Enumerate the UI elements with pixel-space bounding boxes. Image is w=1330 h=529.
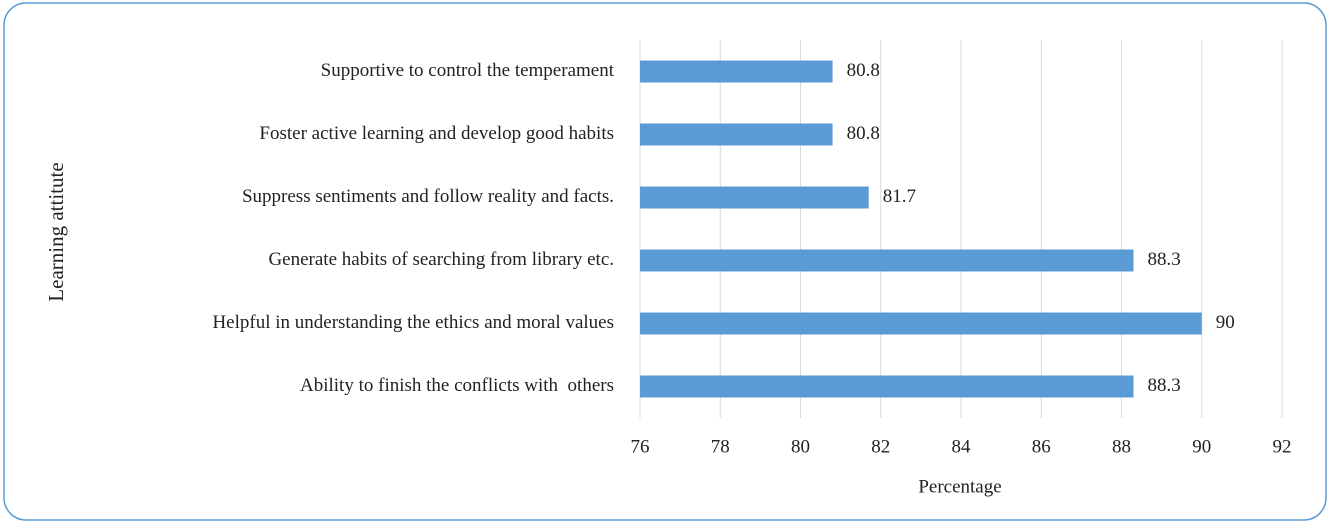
- bar: [640, 375, 1134, 398]
- bar: [640, 312, 1202, 335]
- x-axis-label: Percentage: [918, 476, 1001, 497]
- y-tick-label: Generate habits of searching from librar…: [268, 249, 614, 270]
- x-tick-label: 84: [952, 436, 972, 457]
- x-tick-label: 78: [711, 436, 730, 457]
- value-label: 88.3: [1148, 375, 1181, 396]
- value-label: 90: [1216, 312, 1235, 333]
- x-tick-label: 76: [631, 436, 650, 457]
- y-tick-label: Ability to finish the conflicts with oth…: [300, 375, 614, 396]
- x-tick-label: 92: [1273, 436, 1292, 457]
- y-tick-label: Helpful in understanding the ethics and …: [212, 312, 614, 333]
- bar: [640, 249, 1134, 272]
- value-label: 81.7: [883, 186, 916, 207]
- x-tick-label: 88: [1112, 436, 1131, 457]
- x-tick-label: 80: [791, 436, 810, 457]
- y-tick-label: Suppress sentiments and follow reality a…: [242, 186, 614, 207]
- y-tick-label: Supportive to control the temperament: [321, 60, 615, 81]
- value-label: 80.8: [847, 123, 880, 144]
- bar: [640, 123, 833, 146]
- value-label: 88.3: [1148, 249, 1181, 270]
- y-tick-label: Foster active learning and develop good …: [259, 123, 614, 144]
- y-axis-label: Learning attitute: [44, 162, 68, 301]
- bar: [640, 60, 833, 83]
- value-label: 80.8: [847, 60, 880, 81]
- x-tick-label: 86: [1032, 436, 1051, 457]
- bar: [640, 186, 869, 209]
- x-tick-label: 82: [871, 436, 890, 457]
- frame: [3, 2, 1327, 521]
- x-tick-label: 90: [1192, 436, 1211, 457]
